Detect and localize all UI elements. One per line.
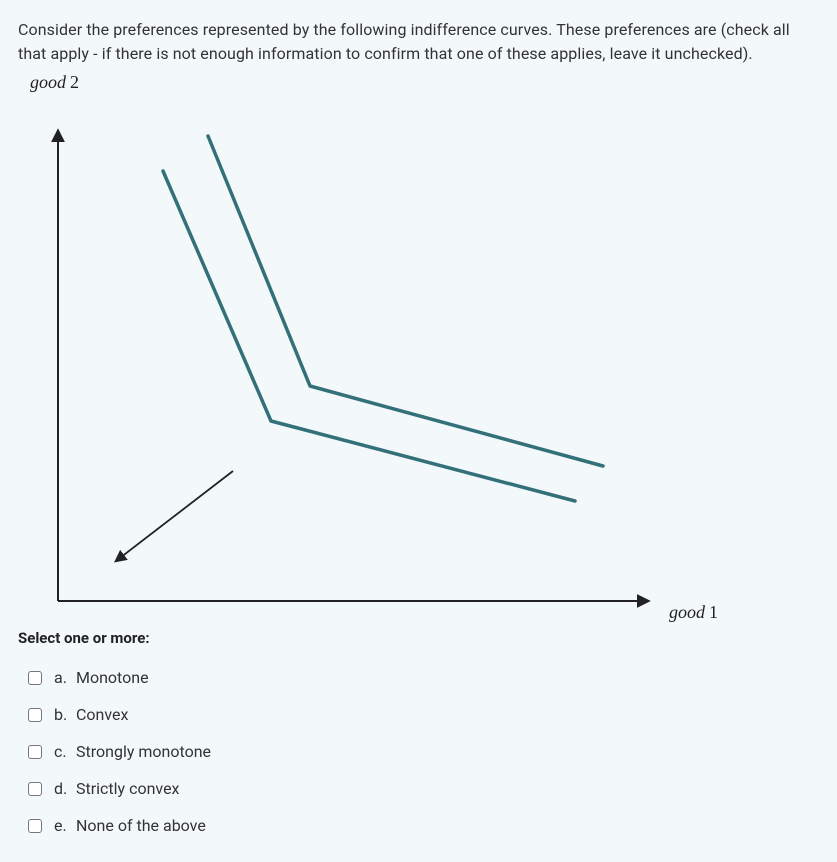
- option-label: Strongly monotone: [76, 742, 211, 761]
- option-c-checkbox[interactable]: [28, 745, 42, 759]
- option-letter: d.: [54, 779, 76, 798]
- option-label: Strictly convex: [76, 779, 180, 798]
- option-row: e. None of the above: [18, 807, 819, 844]
- y-axis-label-num: 2: [70, 72, 79, 92]
- option-label: None of the above: [76, 816, 206, 835]
- select-prompt: Select one or more:: [18, 629, 819, 647]
- option-letter: e.: [54, 816, 76, 835]
- option-a-checkbox[interactable]: [28, 671, 42, 685]
- y-axis-label-word: good: [30, 72, 66, 92]
- option-row: d. Strictly convex: [18, 770, 819, 807]
- option-label: Convex: [76, 705, 128, 724]
- option-letter: b.: [54, 705, 76, 724]
- option-letter: c.: [54, 742, 76, 761]
- option-b-checkbox[interactable]: [28, 708, 42, 722]
- x-axis-label-word: good: [669, 602, 705, 622]
- options-list: a. Monotone b. Convex c. Strongly monoto…: [18, 659, 819, 844]
- option-row: c. Strongly monotone: [18, 733, 819, 770]
- x-axis-label-num: 1: [709, 602, 718, 622]
- option-d-checkbox[interactable]: [28, 782, 42, 796]
- option-label: Monotone: [76, 668, 149, 687]
- option-row: b. Convex: [18, 696, 819, 733]
- option-row: a. Monotone: [18, 659, 819, 696]
- option-e-checkbox[interactable]: [28, 819, 42, 833]
- option-letter: a.: [54, 668, 76, 687]
- question-text: Consider the preferences represented by …: [18, 18, 819, 66]
- indifference-curve-diagram: good1: [18, 101, 798, 621]
